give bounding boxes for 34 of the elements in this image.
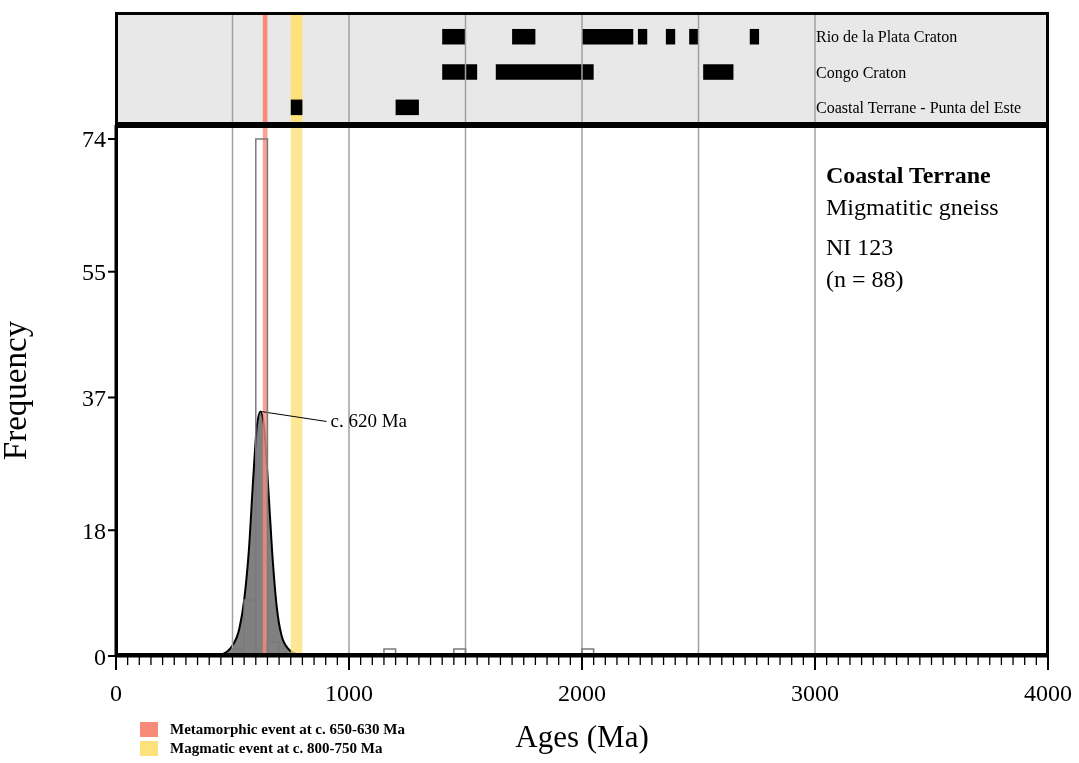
legend-label: Metamorphic event at c. 650-630 Ma: [170, 720, 405, 739]
y-tick-label: Congo Craton: [816, 63, 907, 82]
x-tick-label: 0: [110, 680, 122, 706]
y-tick-label: 74: [82, 126, 106, 153]
bar: [442, 28, 466, 45]
annotation: Coastal Terrane: [826, 161, 992, 190]
y-tick-label: 37: [82, 385, 106, 412]
y-tick-label: Rio de la Plata Craton: [816, 28, 958, 46]
bar: [749, 28, 760, 45]
annotation: c. 620 Ma: [330, 410, 408, 432]
y-tick-label: 18: [82, 517, 106, 544]
annotation: (n = 88): [826, 265, 905, 294]
x-tick-label: 2000: [558, 680, 606, 706]
y-tick-label: 0: [94, 643, 106, 670]
bar: [703, 64, 734, 80]
bar: [665, 28, 676, 45]
legend-label: Magmatic event at c. 800-750 Ma: [170, 739, 383, 758]
x-tick-label: 3000: [791, 680, 839, 706]
x-tick-label: 4000: [1024, 680, 1072, 706]
annotation: NI 123: [826, 233, 895, 262]
y-tick-label: 55: [82, 259, 106, 286]
x-tick-label: 1000: [325, 680, 373, 706]
bar: [442, 64, 478, 80]
bar: [637, 28, 648, 45]
bar: [395, 99, 419, 116]
x-axis-title: Ages (Ma): [515, 719, 649, 754]
annotation: Migmatitic gneiss: [826, 193, 999, 222]
bar: [495, 64, 594, 80]
bar: [290, 99, 303, 116]
bar: [582, 28, 634, 45]
bar: [512, 28, 536, 45]
bar: [689, 28, 699, 45]
y-axis-title: Frequency: [0, 320, 33, 461]
y-tick-label: Coastal Terrane - Punta del Este: [816, 98, 1022, 116]
